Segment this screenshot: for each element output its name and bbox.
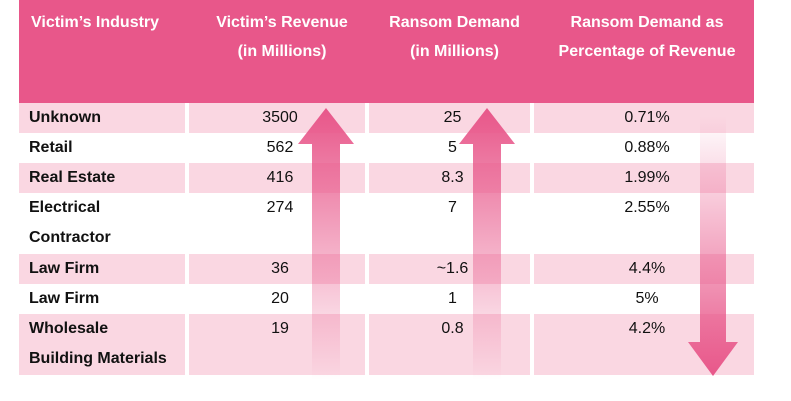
cell-industry: Electrical Contractor <box>19 193 189 254</box>
cell-demand: 1 <box>369 284 534 314</box>
table-header-row: Victim’s Industry Victim’s Revenue (in M… <box>19 0 754 103</box>
header-industry-line: Victim’s Industry <box>31 14 160 31</box>
header-percent-line-1: Ransom Demand as <box>570 14 724 31</box>
cell-industry: Law Firm <box>19 254 189 284</box>
header-revenue: Victim’s Revenue (in Millions) <box>189 0 369 103</box>
cell-percent: 0.88% <box>534 133 754 163</box>
industry-line: Contractor <box>29 229 111 246</box>
industry-line: Electrical <box>29 199 101 216</box>
cell-revenue: 416 <box>189 163 369 193</box>
cell-demand: 25 <box>369 103 534 133</box>
industry-line: Wholesale <box>29 320 109 337</box>
cell-demand: 5 <box>369 133 534 163</box>
cell-industry: Unknown <box>19 103 189 133</box>
header-demand-line-2: (in Millions) <box>410 43 499 60</box>
header-demand: Ransom Demand (in Millions) <box>369 0 534 103</box>
header-revenue-line-1: Victim’s Revenue <box>216 14 348 31</box>
cell-demand: 7 <box>369 193 534 254</box>
table-row: Unknown 3500 25 0.71% <box>19 103 754 133</box>
cell-demand: 0.8 <box>369 314 534 375</box>
cell-revenue: 274 <box>189 193 369 254</box>
cell-percent: 5% <box>534 284 754 314</box>
cell-revenue: 3500 <box>189 103 369 133</box>
table-row: Wholesale Building Materials 19 0.8 4.2% <box>19 314 754 375</box>
cell-percent: 4.2% <box>534 314 754 375</box>
cell-industry: Wholesale Building Materials <box>19 314 189 375</box>
header-demand-line-1: Ransom Demand <box>389 14 520 31</box>
cell-percent: 2.55% <box>534 193 754 254</box>
industry-line: Building Materials <box>29 350 167 367</box>
table-row: Retail 562 5 0.88% <box>19 133 754 163</box>
cell-industry: Retail <box>19 133 189 163</box>
cell-revenue: 19 <box>189 314 369 375</box>
header-industry: Victim’s Industry <box>19 0 189 103</box>
industry-line: Law Firm <box>29 260 100 277</box>
table-row: Electrical Contractor 274 7 2.55% <box>19 193 754 254</box>
cell-industry: Real Estate <box>19 163 189 193</box>
cell-demand: 8.3 <box>369 163 534 193</box>
header-percent: Ransom Demand as Percentage of Revenue <box>534 0 754 103</box>
cell-revenue: 20 <box>189 284 369 314</box>
cell-demand: ~1.6 <box>369 254 534 284</box>
industry-line: Law Firm <box>29 290 100 307</box>
industry-line: Real Estate <box>29 169 116 186</box>
table-row: Law Firm 20 1 5% <box>19 284 754 314</box>
cell-revenue: 36 <box>189 254 369 284</box>
cell-percent: 0.71% <box>534 103 754 133</box>
header-revenue-line-2: (in Millions) <box>237 43 327 60</box>
cell-industry: Law Firm <box>19 284 189 314</box>
cell-percent: 1.99% <box>534 163 754 193</box>
header-percent-line-2: Percentage of Revenue <box>558 43 736 60</box>
table-row: Law Firm 36 ~1.6 4.4% <box>19 254 754 284</box>
cell-percent: 4.4% <box>534 254 754 284</box>
table-row: Real Estate 416 8.3 1.99% <box>19 163 754 193</box>
industry-line: Retail <box>29 139 73 156</box>
ransom-table-container: Victim’s Industry Victim’s Revenue (in M… <box>19 0 754 380</box>
cell-revenue: 562 <box>189 133 369 163</box>
industry-line: Unknown <box>29 109 101 126</box>
ransom-table: Victim’s Industry Victim’s Revenue (in M… <box>19 0 754 375</box>
